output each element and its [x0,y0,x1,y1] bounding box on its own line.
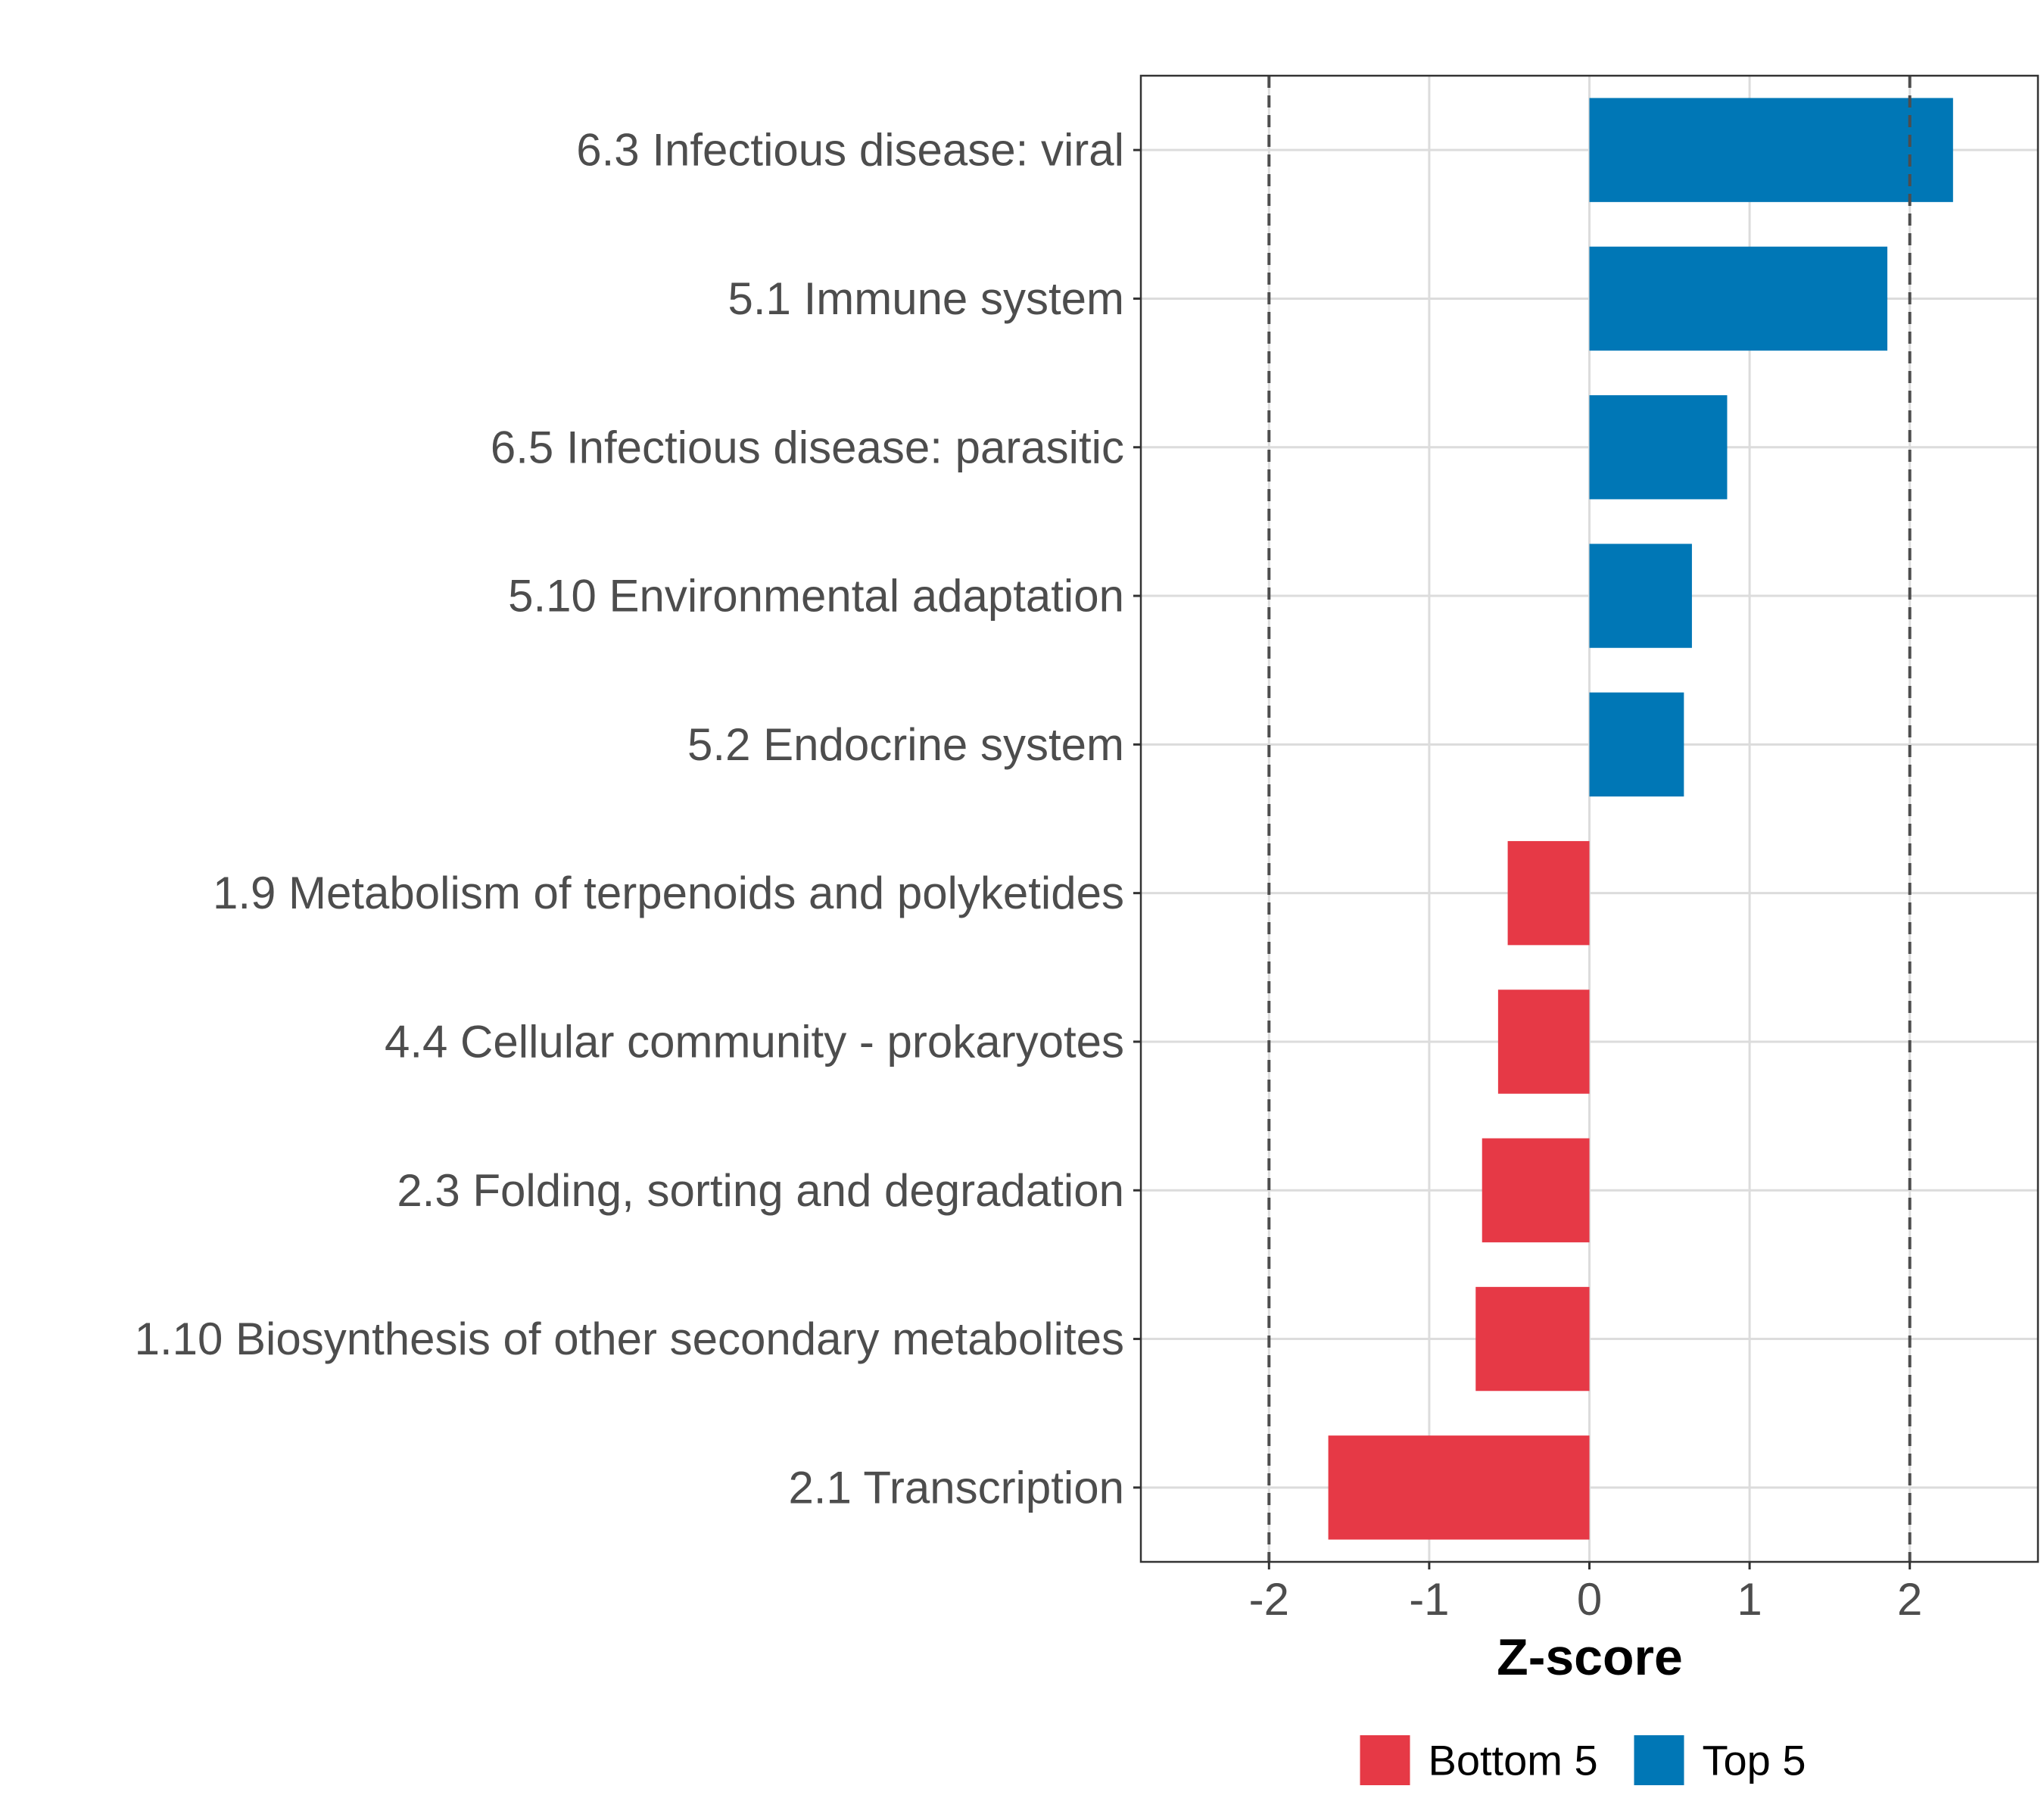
category-label: 2.1 Transcription [788,1462,1124,1513]
x-tick-label: 1 [1737,1574,1762,1625]
legend-swatch [1634,1735,1684,1785]
bars [1328,98,1953,1540]
x-axis-ticks: -2 -1 0 1 2 [1249,1562,1922,1625]
category-label: 1.9 Metabolism of terpenoids and polyket… [213,868,1124,918]
x-tick-label: 0 [1577,1574,1602,1625]
x-tick-label: -1 [1409,1574,1449,1625]
legend: Bottom 5 Top 5 [1360,1735,1806,1785]
bar [1497,990,1590,1094]
bar [1328,1435,1590,1540]
bar [1475,1286,1590,1392]
bar [1482,1138,1590,1242]
category-label: 1.10 Biosynthesis of other secondary met… [135,1314,1124,1364]
x-tick-label: -2 [1249,1574,1289,1625]
category-label: 6.3 Infectious disease: viral [576,125,1124,176]
reference-lines [1267,76,1912,1562]
legend-label: Bottom 5 [1429,1737,1598,1784]
bar [1589,395,1728,500]
category-label: 6.5 Infectious disease: parasitic [491,422,1124,472]
y-axis-ticks: 6.3 Infectious disease: viral 5.1 Immune … [135,125,1141,1513]
legend-swatch [1360,1735,1410,1785]
bar [1589,544,1692,648]
bar [1589,692,1684,797]
bar [1507,840,1590,946]
x-tick-label: 2 [1897,1574,1922,1625]
category-label: 5.10 Environmental adaptation [508,571,1124,622]
bar [1589,98,1953,202]
x-axis-title: Z-score [1497,1628,1683,1686]
bar [1589,246,1888,351]
category-label: 2.3 Folding, sorting and degradation [397,1165,1124,1216]
category-label: 4.4 Cellular community - prokaryotes [385,1016,1124,1067]
legend-label: Top 5 [1703,1737,1806,1784]
category-label: 5.1 Immune system [728,273,1124,324]
category-label: 5.2 Endocrine system [687,719,1124,770]
